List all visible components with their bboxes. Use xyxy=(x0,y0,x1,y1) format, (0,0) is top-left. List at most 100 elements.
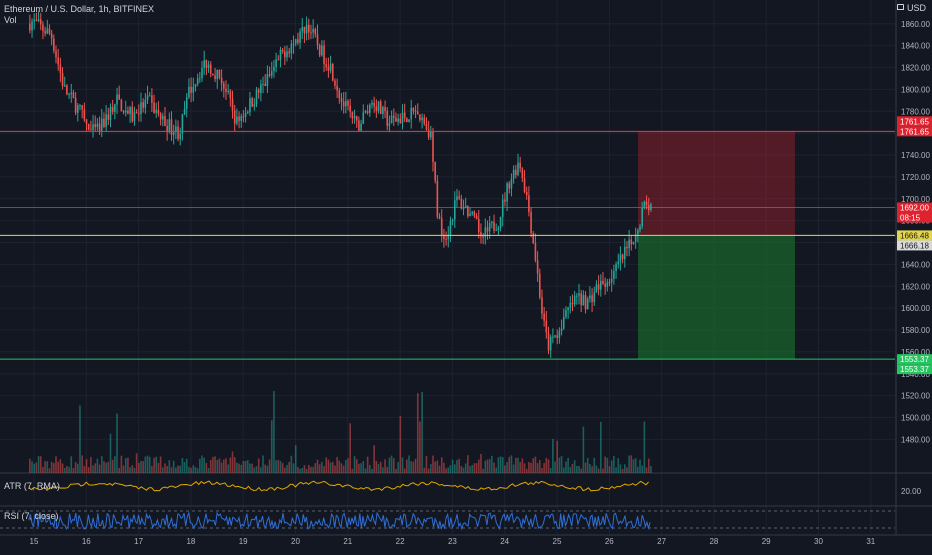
candle[interactable] xyxy=(497,227,500,231)
candle[interactable] xyxy=(388,123,391,126)
candle[interactable] xyxy=(606,281,609,287)
price-tag-resistance-bg[interactable] xyxy=(897,116,932,127)
candle[interactable] xyxy=(610,278,613,283)
candle[interactable] xyxy=(521,168,524,179)
candle[interactable] xyxy=(501,199,504,218)
candle[interactable] xyxy=(369,104,371,113)
candle[interactable] xyxy=(641,208,644,227)
candle[interactable] xyxy=(408,119,410,123)
candle[interactable] xyxy=(360,123,362,131)
candle[interactable] xyxy=(151,95,153,103)
candle[interactable] xyxy=(586,298,589,310)
candle[interactable] xyxy=(432,131,434,163)
candle[interactable] xyxy=(155,109,158,113)
candle[interactable] xyxy=(157,109,160,114)
candle[interactable] xyxy=(98,123,101,131)
candle[interactable] xyxy=(445,239,447,241)
candle[interactable] xyxy=(253,104,256,107)
candle[interactable] xyxy=(519,162,521,169)
candle[interactable] xyxy=(292,43,295,45)
candle[interactable] xyxy=(257,89,260,93)
candle[interactable] xyxy=(488,222,491,232)
candle[interactable] xyxy=(584,295,587,310)
candle[interactable] xyxy=(192,86,195,93)
candle[interactable] xyxy=(451,219,454,222)
candle[interactable] xyxy=(430,131,432,138)
candle[interactable] xyxy=(305,24,308,34)
candle[interactable] xyxy=(286,51,288,58)
candle[interactable] xyxy=(571,302,574,305)
candle[interactable] xyxy=(242,116,245,118)
candle[interactable] xyxy=(619,254,622,262)
candle[interactable] xyxy=(615,264,617,271)
candle[interactable] xyxy=(275,59,277,67)
candle[interactable] xyxy=(475,215,478,219)
candle[interactable] xyxy=(456,196,458,201)
candle[interactable] xyxy=(390,115,393,124)
currency-selector[interactable]: USD xyxy=(896,3,926,13)
candle[interactable] xyxy=(216,69,219,80)
candle[interactable] xyxy=(336,85,338,91)
candle[interactable] xyxy=(530,211,532,234)
candle[interactable] xyxy=(621,254,624,260)
candle[interactable] xyxy=(434,162,436,181)
candle[interactable] xyxy=(382,107,384,114)
candle[interactable] xyxy=(469,213,471,217)
candle[interactable] xyxy=(233,110,236,124)
candle[interactable] xyxy=(55,50,57,58)
candle[interactable] xyxy=(179,133,182,140)
candle[interactable] xyxy=(59,64,62,73)
candle[interactable] xyxy=(63,85,66,87)
candle[interactable] xyxy=(355,116,358,121)
candle[interactable] xyxy=(297,39,299,43)
candle[interactable] xyxy=(493,221,495,231)
candle[interactable] xyxy=(212,73,214,76)
candle[interactable] xyxy=(473,211,476,216)
volume-legend[interactable]: Vol xyxy=(4,15,17,25)
candle[interactable] xyxy=(447,234,450,240)
candle[interactable] xyxy=(301,26,304,32)
candle[interactable] xyxy=(362,112,365,124)
candle[interactable] xyxy=(175,126,177,132)
candle[interactable] xyxy=(630,239,633,245)
candle[interactable] xyxy=(486,227,489,232)
candle[interactable] xyxy=(604,283,606,287)
candle[interactable] xyxy=(397,118,399,122)
candle[interactable] xyxy=(617,261,620,265)
candle[interactable] xyxy=(290,44,293,54)
candle[interactable] xyxy=(464,205,467,209)
candle[interactable] xyxy=(460,198,463,209)
candle[interactable] xyxy=(240,116,243,121)
candle[interactable] xyxy=(399,118,402,123)
candle[interactable] xyxy=(251,98,253,107)
candle[interactable] xyxy=(164,116,166,127)
candle[interactable] xyxy=(458,196,460,199)
candle[interactable] xyxy=(373,102,375,107)
candle[interactable] xyxy=(480,232,482,237)
candle[interactable] xyxy=(31,21,33,31)
candle[interactable] xyxy=(68,94,70,96)
candle[interactable] xyxy=(316,34,319,46)
price-tag-current-bg[interactable] xyxy=(897,202,932,213)
candle[interactable] xyxy=(131,107,134,122)
candle[interactable] xyxy=(53,38,55,51)
candle[interactable] xyxy=(129,107,131,114)
candle[interactable] xyxy=(410,107,413,120)
candle[interactable] xyxy=(209,64,212,74)
candle[interactable] xyxy=(379,101,382,114)
candle[interactable] xyxy=(643,201,646,209)
candle[interactable] xyxy=(525,191,528,196)
take-profit-zone[interactable] xyxy=(638,235,795,360)
candle[interactable] xyxy=(523,178,526,192)
candle[interactable] xyxy=(260,84,262,93)
candle[interactable] xyxy=(266,74,269,86)
candle[interactable] xyxy=(220,77,223,84)
candle[interactable] xyxy=(508,183,511,189)
candle[interactable] xyxy=(105,114,107,127)
candle[interactable] xyxy=(345,100,347,107)
price-tag-support-2-bg[interactable] xyxy=(897,364,932,375)
candle[interactable] xyxy=(595,284,598,293)
candle[interactable] xyxy=(87,123,90,130)
